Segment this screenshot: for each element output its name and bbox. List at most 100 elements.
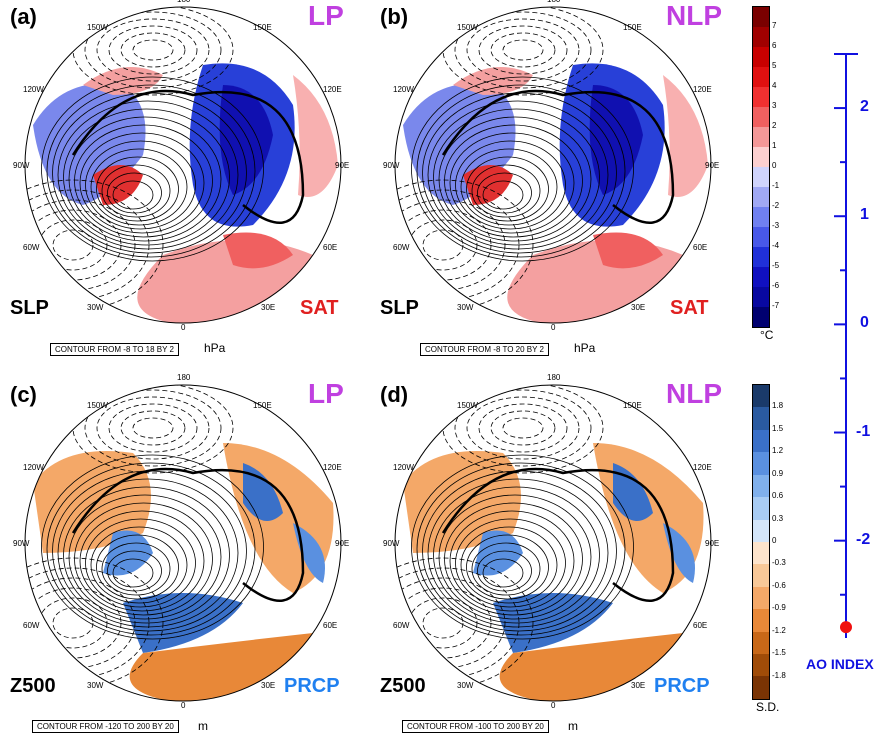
negative-contour-line: [108, 25, 198, 75]
contour-line: [416, 462, 626, 636]
polar-map: [24, 384, 342, 702]
sat-colorbar-cell: [753, 267, 769, 287]
contour-line: [90, 526, 188, 604]
prcp-colorbar-tick-label: 1.2: [772, 446, 784, 456]
lon-label-l: 90W: [13, 539, 30, 548]
mediterranean-dry: [129, 633, 313, 701]
negative-contour-line: [96, 396, 210, 460]
lon-label-lr: 60E: [323, 243, 338, 252]
sat-colorbar-tick-label: 7: [772, 21, 777, 30]
lon-label-ur: 120E: [323, 463, 342, 472]
prcp-colorbar: [752, 384, 770, 700]
negative-contour-line: [52, 607, 94, 639]
left-variable: SLP: [380, 297, 419, 319]
prcp-colorbar-tick-label: -1.2: [772, 625, 786, 635]
siberia-wet: [243, 463, 283, 521]
lon-label-l: 90W: [383, 539, 400, 548]
contour-info-box: CONTOUR FROM -100 TO 200 BY 20: [402, 720, 549, 733]
left-variable: SLP: [10, 297, 49, 319]
negative-contour-line: [466, 396, 580, 460]
lon-label-ul: 120W: [393, 463, 414, 472]
contour-unit: m: [198, 719, 208, 733]
contour-line: [433, 486, 600, 624]
prcp-colorbar-cell: [753, 564, 769, 587]
canada-wet: [103, 530, 153, 576]
prcp-colorbar-tick-label: -1.8: [772, 670, 786, 680]
mediterranean-warm: [223, 232, 293, 269]
contour-line: [46, 462, 256, 636]
negative-contour-line: [120, 32, 186, 68]
sat-colorbar-tick-label: -1: [772, 181, 780, 190]
north-america-dry: [403, 451, 521, 553]
contour-line: [63, 108, 230, 246]
lon-label-br: 30E: [631, 681, 646, 690]
negative-contour-line: [84, 11, 222, 89]
sat-colorbar-tick-label: 3: [772, 101, 777, 110]
panel-type: LP: [308, 0, 344, 31]
lon-label-lr: 60E: [323, 621, 338, 630]
lon-label-bl: 30W: [457, 303, 474, 312]
left-variable: Z500: [10, 675, 56, 697]
panel-label: (b): [380, 4, 409, 29]
map-panel-a: 180 150W 150E 120W 120E 90W 90E 60W 60E 30W 30E 0 (a…: [8, 0, 368, 370]
lon-label-bottom: 0: [181, 323, 186, 332]
sat-colorbar-cell: [753, 47, 769, 67]
negative-contour-line: [108, 403, 198, 453]
contour-line: [101, 164, 171, 218]
negative-contour-line: [478, 25, 568, 75]
siberia-core: [219, 85, 273, 195]
negative-contour-line: [96, 18, 210, 82]
contour-line: [482, 558, 524, 588]
prcp-colorbar-tick-label: 0.3: [772, 513, 784, 523]
negative-contour-line: [52, 229, 94, 261]
ao-index-marker: [840, 621, 852, 634]
prcp-colorbar-cell: [753, 609, 769, 632]
lon-label-lr: 60E: [693, 243, 708, 252]
east-asia-warm: [663, 75, 708, 197]
lon-label-bl: 30W: [457, 681, 474, 690]
contour-line: [427, 100, 609, 250]
lon-label-bottom: 0: [181, 701, 186, 710]
contour-line: [68, 494, 222, 620]
contour-line: [416, 84, 626, 258]
lon-label-top: 180: [547, 0, 560, 4]
contour-line: [79, 132, 205, 234]
contour-line: [112, 558, 154, 588]
lon-label-tr: 150E: [623, 23, 642, 32]
negative-contour-line: [478, 403, 568, 453]
lon-label-tr: 150E: [253, 401, 272, 410]
contour-line: [444, 124, 583, 238]
contour-line: [455, 140, 566, 230]
lon-label-br: 30E: [261, 681, 276, 690]
right-variable: SAT: [670, 297, 709, 319]
contour-line: [427, 478, 609, 628]
contour-line: [63, 486, 230, 624]
negative-contour-line: [72, 385, 234, 474]
ao-tick-label: 1: [860, 206, 869, 224]
prcp-colorbar-cell: [753, 586, 769, 610]
north-america-dry: [33, 451, 151, 553]
negative-contour-line: [25, 567, 150, 679]
contour-info-box: CONTOUR FROM -120 TO 200 BY 20: [32, 720, 179, 733]
sat-colorbar-tick-label: -7: [772, 301, 780, 310]
map-panel-c: 180 150W 150E 120W 120E 90W 90E 60W 60E 30W 30E 0 (c…: [8, 373, 368, 748]
negative-contour-line: [466, 18, 580, 82]
contour-line: [449, 510, 575, 612]
sat-colorbar-tick-label: 1: [772, 141, 777, 150]
lon-label-top: 180: [177, 0, 190, 4]
lon-label-bottom: 0: [551, 701, 556, 710]
prcp-colorbar-unit: S.D.: [756, 700, 780, 714]
lon-label-r: 90E: [705, 539, 720, 548]
contour-line: [101, 542, 171, 596]
negative-contour-line: [422, 607, 464, 639]
sat-colorbar-cell: [753, 227, 769, 247]
contour-line: [85, 140, 196, 230]
prcp-colorbar-tick-label: 1.5: [772, 423, 784, 433]
contour-line: [57, 100, 239, 250]
negative-contour-line: [422, 229, 464, 261]
contour-line: [438, 494, 592, 620]
right-variable: PRCP: [284, 675, 340, 697]
east-asia-warm: [293, 75, 338, 197]
negative-contour-line: [502, 417, 544, 439]
contour-line: [471, 542, 541, 596]
